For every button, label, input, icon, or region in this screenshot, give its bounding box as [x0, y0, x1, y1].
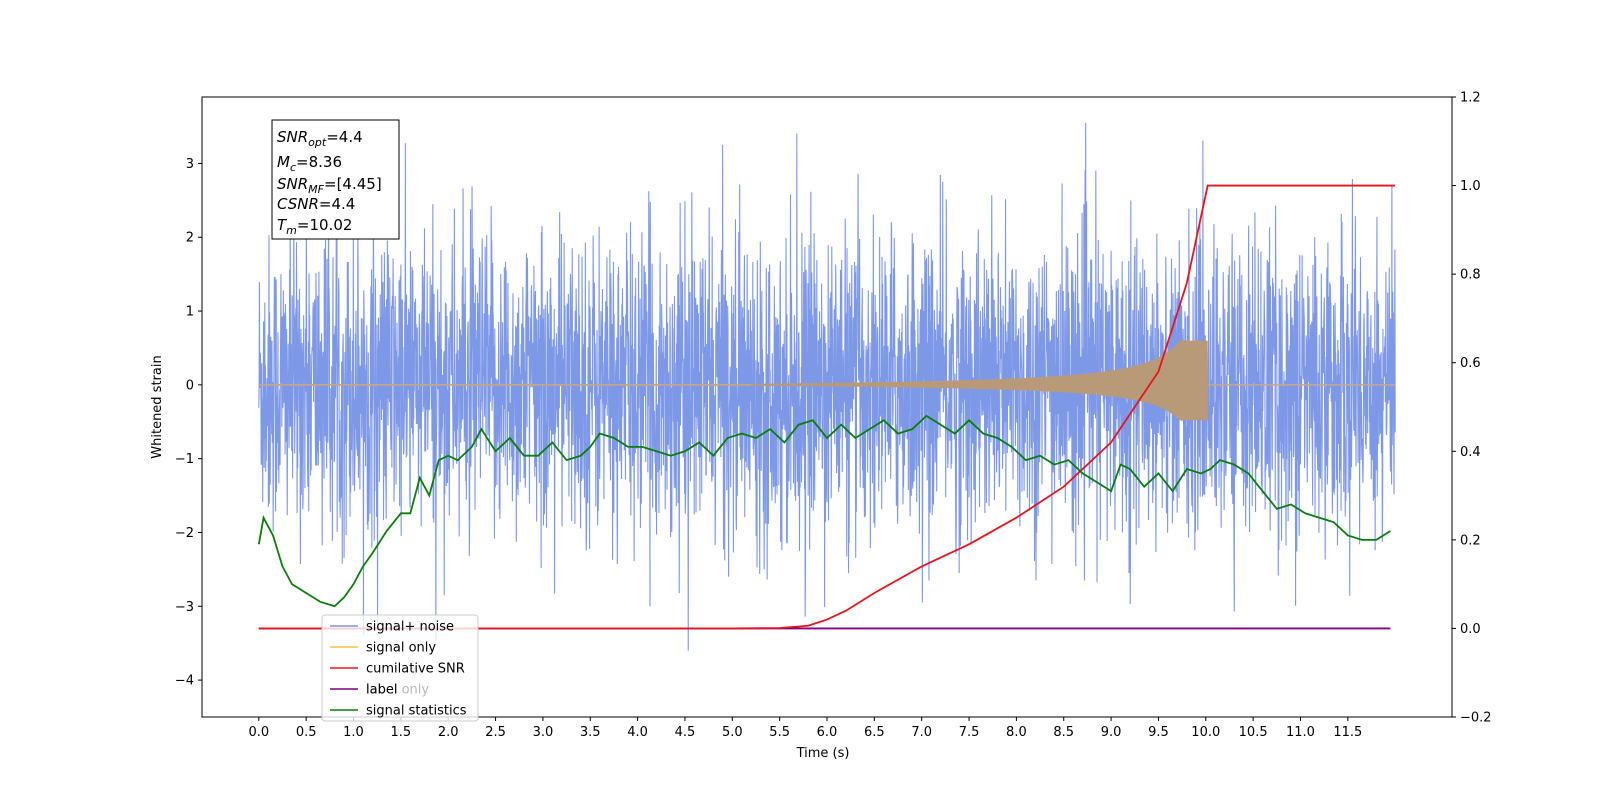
- y-left-tick-label: −1: [175, 452, 194, 467]
- x-tick-label: 9.5: [1148, 725, 1169, 740]
- x-tick-label: 0.5: [296, 725, 317, 740]
- x-tick-label: 4.0: [627, 725, 648, 740]
- x-tick-label: 1.5: [391, 725, 412, 740]
- y-right-tick-label: 0.2: [1460, 533, 1481, 548]
- y-axis-left-ticks: −4 −3 −2 −1 0 1 2 3: [175, 157, 202, 689]
- signal-only-envelope: [258, 340, 1208, 421]
- svg-text:cumilative SNR: cumilative SNR: [366, 662, 465, 677]
- x-tick-label: 3.5: [580, 725, 601, 740]
- svg-text:signal statistics: signal statistics: [366, 704, 467, 719]
- y-right-tick-label: 0.6: [1460, 356, 1481, 371]
- x-tick-label: 5.5: [769, 725, 790, 740]
- svg-text:CSNR=4.4: CSNR=4.4: [277, 195, 355, 213]
- legend-item-signal-statistics: signal statistics: [330, 704, 467, 719]
- signal-noise-series: [258, 122, 1396, 651]
- x-tick-label: 9.0: [1101, 725, 1122, 740]
- annotation-mc: =8.36: [296, 153, 342, 171]
- x-tick-label: 4.5: [675, 725, 696, 740]
- x-tick-label: 11.0: [1286, 725, 1315, 740]
- stats-annotation-box: SNRopt=4.4 Mc=8.36 SNRMF=[4.45] CSNR=4.4…: [271, 119, 400, 240]
- x-tick-label: 2.5: [485, 725, 506, 740]
- x-axis-ticks: 0.0 0.5 1.0 1.5 2.0 2.5 3.0 3.5 4.0 4.5 5.0 5.5 6.0 6…: [248, 717, 1362, 740]
- y-right-tick-label: −0.2: [1460, 711, 1492, 726]
- y-left-tick-label: −3: [175, 600, 194, 615]
- legend-item-label: label: [330, 683, 397, 698]
- x-tick-label: 0.0: [248, 725, 269, 740]
- svg-text:signal+ noise: signal+ noise: [366, 620, 454, 635]
- y-axis-right-ticks: −0.2 0.0 0.2 0.4 0.6 0.8 1.0 1.2: [1452, 91, 1492, 726]
- legend-item-signal-only: signal only: [330, 641, 436, 656]
- x-tick-label: 8.5: [1053, 725, 1074, 740]
- svg-text:label only: label only: [366, 683, 429, 698]
- y-left-tick-label: −4: [175, 674, 194, 689]
- x-tick-label: 2.0: [438, 725, 459, 740]
- x-tick-label: 10.0: [1191, 725, 1220, 740]
- y-left-tick-label: 1: [186, 305, 194, 320]
- y-right-tick-label: 1.0: [1460, 179, 1481, 194]
- svg-text:Mc=8.36: Mc=8.36: [277, 153, 342, 174]
- x-axis-label: Time (s): [796, 746, 850, 761]
- series-line-signal-noise: [258, 122, 1396, 651]
- x-tick-label: 6.5: [864, 725, 885, 740]
- svg-text:SNRopt=4.4: SNRopt=4.4: [277, 128, 363, 149]
- x-tick-label: 11.5: [1333, 725, 1362, 740]
- series-line-signal-statistics: [257, 414, 1391, 608]
- y-left-tick-label: 2: [186, 231, 194, 246]
- y-left-tick-label: 3: [186, 157, 194, 172]
- signal-only-series: [258, 340, 1396, 421]
- x-tick-label: 3.0: [533, 725, 554, 740]
- annotation-tm: =10.02: [297, 216, 353, 234]
- legend: signal+ noise signal only cumilative SNR…: [321, 614, 479, 722]
- series-line-cumulative-snr: [258, 184, 1396, 630]
- x-tick-label: 1.0: [343, 725, 364, 740]
- x-tick-label: 8.0: [1006, 725, 1027, 740]
- x-tick-label: 7.5: [959, 725, 980, 740]
- y-left-tick-label: 0: [186, 378, 194, 393]
- svg-text:SNRMF=[4.45]: SNRMF=[4.45]: [277, 175, 382, 196]
- svg-text:label: label: [366, 683, 397, 698]
- x-tick-label: 6.0: [817, 725, 838, 740]
- y-left-tick-label: −2: [175, 526, 194, 541]
- y-axis-left-label: Whitened strain: [150, 355, 165, 458]
- legend-item-cumulative-snr: cumilative SNR: [330, 662, 465, 677]
- legend-item-label-only: label only: [366, 683, 429, 698]
- legend-item-signal-noise: signal+ noise: [330, 620, 454, 635]
- svg-text:Tm=10.02: Tm=10.02: [277, 216, 352, 237]
- svg-text:signal only: signal only: [366, 641, 436, 656]
- y-right-tick-label: 0.4: [1460, 445, 1481, 460]
- y-right-tick-label: 0.0: [1460, 622, 1481, 637]
- x-tick-label: 5.0: [722, 725, 743, 740]
- y-right-tick-label: 0.8: [1460, 268, 1481, 283]
- annotation-snr-mf: =[4.45]: [324, 175, 382, 193]
- annotation-csnr: =4.4: [319, 195, 355, 213]
- x-tick-label: 10.5: [1239, 725, 1268, 740]
- y-right-tick-label: 1.2: [1460, 91, 1481, 106]
- annotation-snr-opt: =4.4: [326, 128, 362, 146]
- x-tick-label: 7.0: [911, 725, 932, 740]
